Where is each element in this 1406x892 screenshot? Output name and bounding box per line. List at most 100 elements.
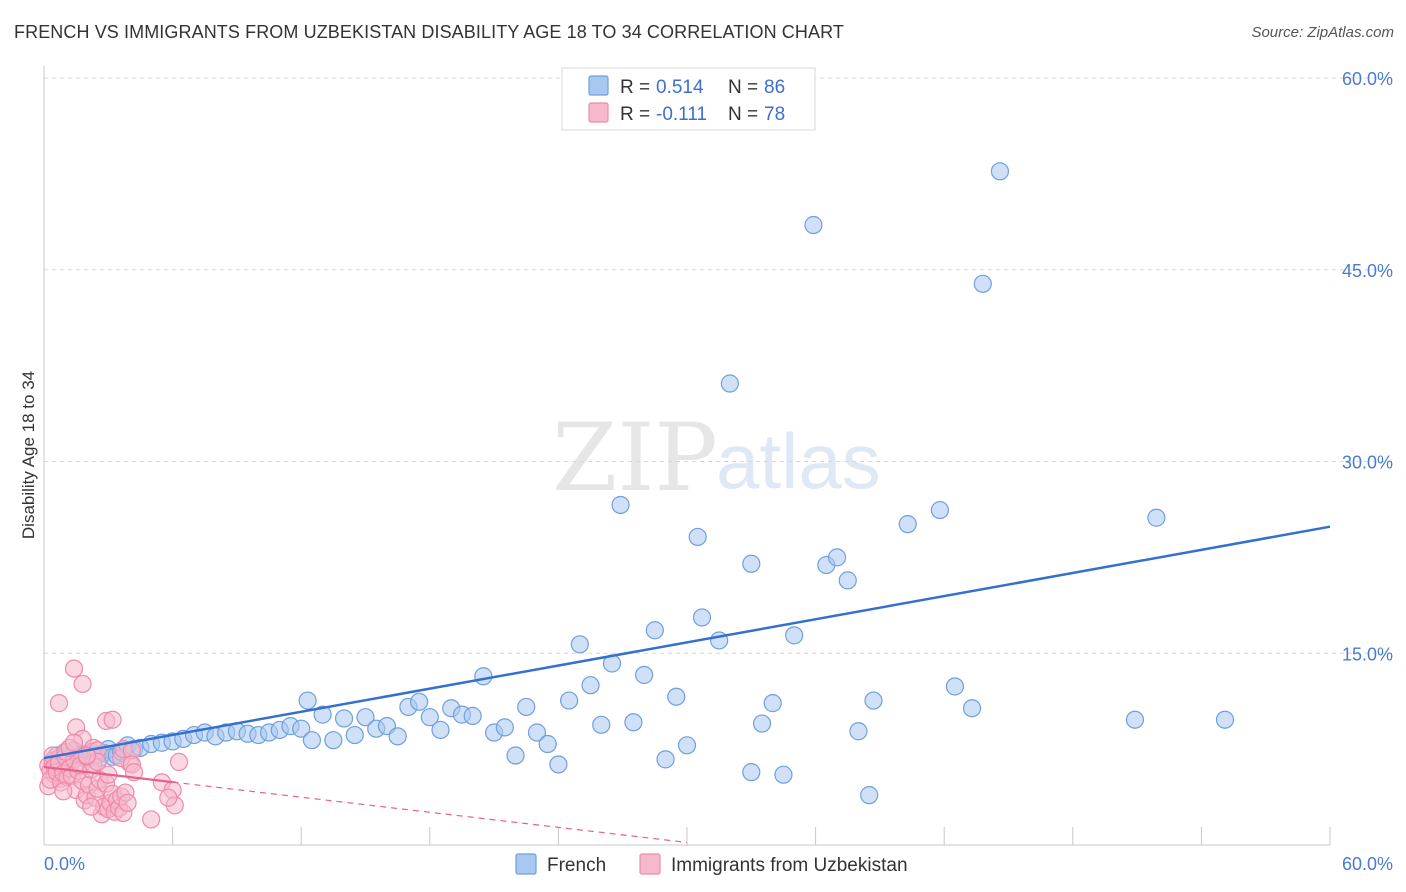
french-point bbox=[785, 626, 804, 645]
legend-n-label-uzbekistan: N = bbox=[728, 104, 758, 125]
french-point bbox=[774, 765, 793, 784]
french-point bbox=[742, 763, 761, 782]
x-tick-label-min: 0.0% bbox=[44, 854, 85, 874]
uzbekistan-trend-line-dashed bbox=[172, 781, 688, 844]
french-point bbox=[538, 734, 557, 754]
legend-n-label-french: N = bbox=[728, 77, 758, 98]
legend-r-label-french: R = bbox=[620, 77, 650, 98]
french-point bbox=[334, 709, 354, 728]
legend-n-value-french: 86 bbox=[764, 77, 785, 98]
uzbekistan-point bbox=[49, 694, 69, 713]
watermark-zip: ZIP bbox=[552, 404, 718, 513]
uzbekistan-point bbox=[64, 659, 84, 678]
uzbekistan-point bbox=[54, 782, 73, 801]
y-tick-label: 15.0% bbox=[1342, 644, 1393, 664]
french-point bbox=[860, 786, 879, 805]
y-tick-label: 45.0% bbox=[1342, 261, 1393, 281]
trend-lines bbox=[43, 525, 1331, 844]
bottom-legend-swatch-french bbox=[515, 853, 537, 875]
french-point bbox=[560, 691, 579, 710]
uzbekistan-point bbox=[142, 810, 161, 829]
french-point bbox=[827, 548, 847, 567]
bottom-legend: French Immigrants from Uzbekistan bbox=[515, 853, 908, 876]
legend-swatch-uzbekistan bbox=[588, 102, 609, 123]
bottom-legend-swatch-uzbekistan bbox=[639, 853, 661, 875]
french-point bbox=[420, 708, 439, 727]
french-trend-line bbox=[43, 525, 1331, 760]
french-point bbox=[667, 687, 686, 706]
french-point bbox=[1215, 710, 1235, 729]
french-point bbox=[804, 215, 823, 235]
french-point bbox=[292, 719, 311, 738]
french-point bbox=[990, 162, 1010, 181]
french-point bbox=[930, 500, 950, 520]
y-axis-label: Disability Age 18 to 34 bbox=[19, 371, 38, 539]
legend-r-value-french: 0.514 bbox=[656, 77, 704, 98]
axes: 15.0% 30.0% 45.0% 60.0% 0.0% 60.0% bbox=[43, 66, 1393, 874]
uzbekistan-trend-line-solid bbox=[43, 765, 173, 784]
uzbekistan-point bbox=[118, 793, 137, 812]
french-point bbox=[431, 720, 450, 740]
french-point bbox=[298, 691, 317, 710]
french-point bbox=[549, 755, 568, 774]
french-point bbox=[495, 718, 514, 737]
data-points bbox=[39, 162, 1235, 829]
uzbekistan-point bbox=[82, 797, 101, 816]
french-point bbox=[763, 694, 782, 713]
french-point bbox=[898, 515, 917, 534]
french-point bbox=[570, 635, 589, 654]
french-point bbox=[527, 723, 547, 742]
french-point bbox=[656, 750, 675, 769]
french-point bbox=[592, 715, 611, 734]
french-point bbox=[945, 677, 965, 696]
french-point bbox=[720, 374, 739, 393]
french-point bbox=[388, 727, 407, 746]
x-tick-label-max: 60.0% bbox=[1342, 854, 1393, 874]
legend-r-label-uzbekistan: R = bbox=[620, 104, 650, 125]
french-point bbox=[677, 736, 697, 755]
french-point bbox=[324, 731, 343, 750]
french-point bbox=[645, 621, 664, 640]
french-point bbox=[1147, 508, 1166, 527]
french-point bbox=[635, 665, 654, 685]
legend-r-value-uzbekistan: -0.111 bbox=[656, 104, 707, 125]
french-point bbox=[581, 676, 600, 695]
french-point bbox=[742, 554, 761, 573]
bottom-legend-label-uzbekistan: Immigrants from Uzbekistan bbox=[671, 855, 908, 876]
chart-title: FRENCH VS IMMIGRANTS FROM UZBEKISTAN DIS… bbox=[14, 22, 844, 42]
french-point bbox=[962, 699, 982, 718]
french-point bbox=[313, 705, 332, 724]
top-legend: R = 0.514 N = 86 R = -0.111 N = 78 bbox=[561, 67, 816, 131]
french-point bbox=[849, 722, 868, 741]
french-point bbox=[752, 714, 772, 733]
french-point bbox=[611, 495, 630, 515]
french-point bbox=[356, 708, 375, 727]
french-point bbox=[409, 692, 429, 711]
legend-n-value-uzbekistan: 78 bbox=[764, 104, 785, 125]
french-point bbox=[838, 571, 857, 590]
bottom-legend-label-french: French bbox=[547, 855, 606, 876]
french-point bbox=[864, 691, 883, 710]
french-point bbox=[506, 746, 525, 765]
source-label: Source: ZipAtlas.com bbox=[1251, 24, 1394, 41]
french-point bbox=[688, 527, 707, 547]
french-point bbox=[692, 608, 712, 627]
uzbekistan-point bbox=[103, 710, 122, 729]
french-point bbox=[345, 725, 364, 745]
uzbekistan-point bbox=[169, 752, 189, 772]
uzbekistan-point bbox=[159, 788, 178, 807]
legend-swatch-french bbox=[588, 75, 609, 96]
french-point bbox=[973, 274, 992, 293]
y-tick-label: 60.0% bbox=[1342, 69, 1393, 89]
french-point bbox=[474, 667, 493, 686]
uzbekistan-point bbox=[73, 674, 92, 694]
y-tick-label: 30.0% bbox=[1342, 453, 1393, 473]
uzbekistan-point bbox=[64, 733, 84, 752]
french-point bbox=[624, 713, 643, 732]
french-point bbox=[302, 731, 322, 750]
french-point bbox=[517, 697, 536, 717]
grid bbox=[44, 77, 1394, 654]
french-point bbox=[463, 706, 482, 725]
french-point bbox=[1125, 710, 1145, 729]
